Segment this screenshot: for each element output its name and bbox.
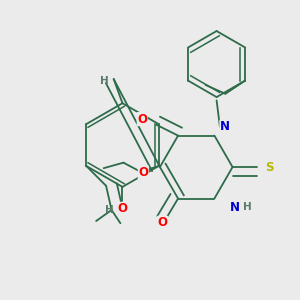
Text: O: O — [158, 216, 168, 229]
Text: N: N — [220, 120, 230, 133]
Text: N: N — [230, 201, 240, 214]
Text: H: H — [243, 202, 252, 212]
Text: O: O — [138, 166, 148, 179]
Text: O: O — [118, 202, 128, 215]
Text: O: O — [137, 112, 147, 126]
Text: H: H — [100, 76, 109, 86]
Text: H: H — [105, 205, 114, 215]
Text: S: S — [266, 160, 274, 174]
